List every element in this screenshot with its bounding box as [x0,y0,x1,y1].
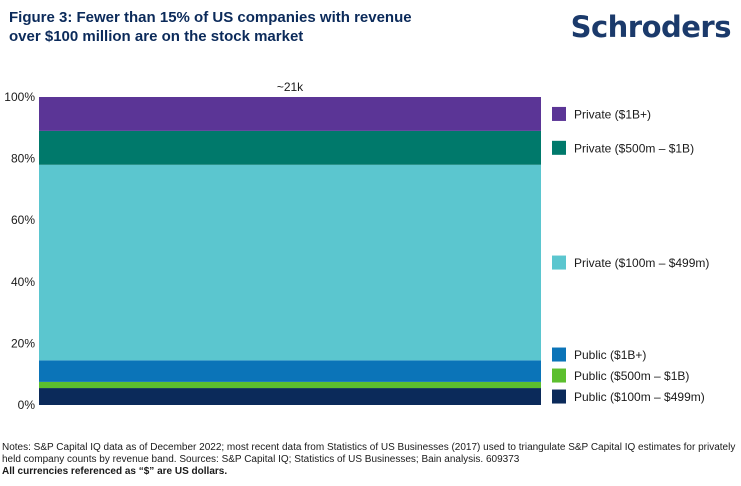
plot-area: ~21k [39,80,541,405]
y-tick-label: 0% [18,398,36,412]
legend-label-5: Private ($500m – $1B) [574,141,694,155]
bar-segment-4 [39,164,541,361]
legend-swatch-3 [552,347,566,362]
stacked-bar-chart: ~21k 0% 20% 40% 60% 80% 100% Public ($100m – … [4,80,709,412]
bar-segment-2 [39,381,541,389]
legend-swatch-4 [552,255,566,270]
legend: Public ($100m – $499m) Public ($500m – $1… [552,106,709,404]
chart-notes: Notes: S&P Capital IQ data as of Decembe… [2,442,738,478]
currency-note: All currencies referenced as “$” are US … [2,466,228,477]
chart-title: Figure 3: Fewer than 15% of US companies… [9,9,412,45]
bar-segment-5 [39,130,541,165]
legend-swatch-1 [552,389,566,404]
y-tick-label: 40% [11,275,35,289]
schroders-logo: Schroders [570,10,732,44]
legend-label-3: Public ($1B+) [574,348,646,362]
legend-swatch-5 [552,140,566,155]
legend-label-2: Public ($500m – $1B) [574,369,689,383]
y-axis: 0% 20% 40% 60% 80% 100% [4,90,35,412]
legend-label-1: Public ($100m – $499m) [574,390,705,404]
y-tick-label: 60% [11,213,35,227]
y-tick-label: 20% [11,336,35,350]
bar-segment-6 [39,97,541,131]
bar-segment-3 [39,360,541,382]
notes-text: Notes: S&P Capital IQ data as of Decembe… [2,442,736,465]
legend-swatch-2 [552,368,566,383]
legend-label-4: Private ($100m – $499m) [574,256,709,270]
bar-total-label: ~21k [277,80,304,94]
legend-swatch-6 [552,106,566,121]
y-tick-label: 80% [11,152,35,166]
bar-segment-1 [39,388,541,405]
y-tick-label: 100% [4,90,35,104]
legend-label-6: Private ($1B+) [574,107,651,121]
